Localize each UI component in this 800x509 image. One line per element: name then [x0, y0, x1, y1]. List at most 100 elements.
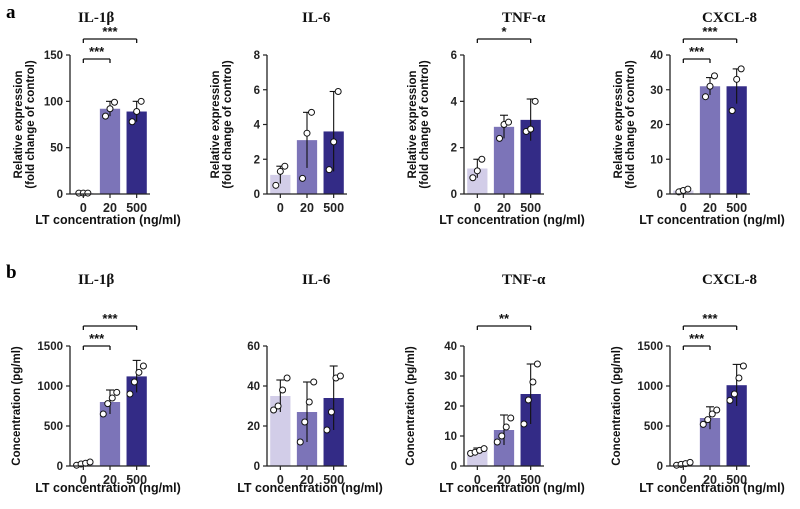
significance-label: *** [89, 331, 105, 346]
data-point [473, 167, 481, 175]
data-point [272, 181, 280, 189]
data-point [99, 410, 107, 418]
data-point [135, 368, 143, 376]
data-point [726, 396, 734, 404]
data-point [334, 87, 342, 95]
x-tick-label: 500 [520, 201, 541, 215]
x-tick-label: 20 [300, 201, 314, 215]
data-point [128, 118, 136, 126]
data-point [276, 167, 284, 175]
x-tick-label: 500 [520, 473, 541, 487]
panel-label-b: b [6, 262, 17, 283]
significance-label: *** [689, 44, 705, 59]
y-axis-label: Relative expression [13, 70, 25, 178]
chart-title: IL-1β [78, 272, 114, 288]
significance-label: *** [702, 24, 718, 39]
data-point [706, 82, 714, 90]
y-tick-label: 4 [451, 96, 458, 108]
bar-1 [99, 402, 121, 466]
x-tick-label: 0 [80, 473, 87, 487]
bar-1 [493, 126, 515, 194]
x-tick-label: 0 [277, 201, 284, 215]
y-tick-label: 40 [444, 341, 457, 353]
data-point [704, 416, 712, 424]
significance-label: * [501, 24, 507, 39]
significance-label: *** [89, 44, 105, 59]
chart-title: CXCL-8 [702, 10, 757, 26]
data-point [527, 125, 535, 133]
y-axis-label: (fold change of control) [25, 60, 37, 189]
data-point [104, 400, 112, 408]
y-tick-label: 10 [650, 154, 663, 166]
y-tick-label: 500 [644, 421, 663, 433]
bar-2 [726, 385, 747, 466]
data-point [686, 458, 694, 466]
x-tick-label: 20 [497, 473, 511, 487]
y-tick-label: 50 [50, 143, 63, 155]
data-point [480, 445, 488, 453]
y-axis-label: Relative expression [210, 70, 222, 178]
data-point [524, 396, 532, 404]
data-point [699, 420, 707, 428]
bar-2 [520, 119, 541, 194]
y-tick-label: 20 [650, 120, 663, 132]
data-point [301, 418, 309, 426]
data-point [533, 360, 541, 368]
data-point [507, 414, 515, 422]
data-point [529, 378, 537, 386]
bar-0 [270, 174, 291, 194]
significance-label: *** [102, 311, 118, 326]
y-tick-label: 6 [451, 50, 457, 62]
data-point [308, 108, 315, 116]
data-point [305, 398, 313, 406]
data-point [708, 410, 716, 418]
data-point [139, 362, 147, 370]
data-point [303, 129, 311, 137]
y-tick-label: 1000 [637, 381, 663, 393]
y-tick-label: 20 [247, 421, 260, 433]
x-tick-label: 0 [277, 473, 284, 487]
data-point [299, 174, 306, 182]
chart-title: IL-6 [302, 10, 331, 26]
x-axis-label: LT concentration (ng/ml) [639, 213, 785, 227]
x-tick-label: 0 [474, 201, 481, 215]
chart-title: TNF-α [502, 10, 546, 26]
y-tick-label: 0 [57, 461, 63, 473]
y-axis-label: Concentration (pg/ml) [11, 346, 23, 466]
y-axis-label: (fold change of control) [625, 60, 637, 189]
x-axis-label: LT concentration (ng/ml) [439, 213, 585, 227]
y-tick-label: 1500 [37, 341, 63, 353]
bar-2 [520, 394, 541, 466]
chart-title: IL-1β [78, 10, 114, 26]
y-tick-label: 8 [254, 50, 261, 62]
data-point [493, 438, 501, 446]
data-point [730, 390, 738, 398]
data-point [711, 72, 718, 80]
data-point [505, 118, 512, 126]
significance-label: ** [499, 311, 510, 326]
data-point [133, 108, 141, 116]
chart-title: CXCL-8 [702, 272, 757, 288]
x-tick-label: 20 [300, 473, 314, 487]
y-tick-label: 0 [254, 189, 260, 201]
x-axis-label: LT concentration (ng/ml) [639, 481, 785, 495]
data-point [469, 174, 477, 182]
data-point [531, 97, 539, 105]
data-point [86, 458, 94, 466]
x-axis-label: LT concentration (ng/ml) [237, 481, 383, 495]
data-point [502, 423, 510, 431]
y-tick-label: 30 [444, 371, 457, 383]
bar-2 [323, 398, 344, 466]
data-point [713, 406, 721, 414]
data-point [281, 162, 289, 170]
y-tick-label: 2 [451, 143, 457, 155]
y-tick-label: 10 [444, 431, 457, 443]
y-tick-label: 0 [57, 189, 63, 201]
data-point [126, 390, 134, 398]
data-point [330, 138, 338, 146]
